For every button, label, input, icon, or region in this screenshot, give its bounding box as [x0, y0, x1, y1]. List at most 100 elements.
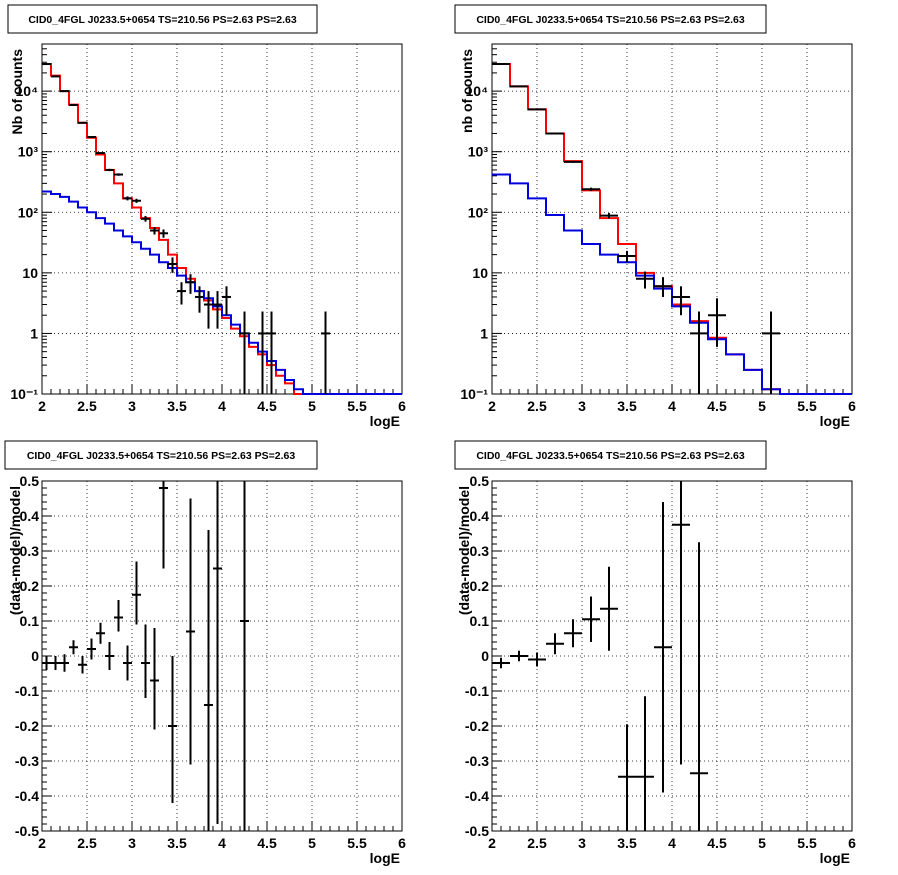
x-axis: 2 2.5 3 3.5 4 4.5 5 5.5 6: [38, 481, 406, 851]
y-tick-label: 1: [480, 325, 488, 341]
x-tick-label: 4.5: [707, 835, 727, 851]
chart-title: CID0_4FGL J0233.5+0654 TS=210.56 PS=2.63…: [27, 450, 295, 462]
y-tick-label: -0.3: [465, 753, 489, 769]
data-point: [240, 311, 249, 394]
x-tick-label: 3: [128, 398, 136, 414]
data-point: [51, 656, 60, 670]
data-point: [618, 724, 636, 831]
y-tick-label: 0.4: [20, 508, 40, 524]
data-point: [132, 198, 141, 203]
plot-panel-1: 2 2.5 3 3.5 4 4.5 5 5.5 6 10⁻¹ 1 10 10² 10³ 10⁴ logE Nb …: [7, 4, 406, 429]
data-point: [177, 282, 186, 305]
x-axis: 2 2.5 3 3.5 4 4.5 5 5.5 6: [488, 481, 856, 851]
y-tick-label: 0.3: [470, 543, 490, 559]
y-axis: -0.5 -0.4 -0.3 -0.2 -0.1 0 0.1 0.2 0.3 0.4 0.5: [15, 473, 402, 839]
x-tick-label: 6: [848, 398, 856, 414]
data-point: [96, 622, 105, 644]
data-point: [60, 90, 69, 93]
x-tick-label: 3: [578, 398, 586, 414]
y-tick-label: 10³: [18, 144, 39, 160]
y-axis: 10⁻¹ 1 10 10² 10³ 10⁴: [10, 43, 402, 402]
y-tick-label: 0.4: [470, 508, 490, 524]
data-point: [510, 85, 528, 88]
data-point: [87, 638, 96, 660]
data-point: [213, 291, 222, 329]
x-tick-label: 4: [668, 835, 676, 851]
x-tick-label: 5: [758, 398, 766, 414]
plot-panel-3: 2 2.5 3 3.5 4 4.5 5 5.5 6 -0.5 -0.4 -0.3 -0.2 -0.1 0 0.…: [4, 440, 406, 866]
y-tick-label: 0.5: [20, 473, 40, 489]
x-tick-label: 2: [488, 835, 496, 851]
y-axis: -0.5 -0.4 -0.3 -0.2 -0.1 0 0.1 0.2 0.3 0.4 0.5: [465, 473, 852, 839]
x-tick-label: 5.5: [797, 398, 817, 414]
x-tick-label: 5: [758, 835, 766, 851]
data-point: [159, 229, 168, 238]
y-tick-label: 10³: [468, 144, 489, 160]
x-axis-label: logE: [820, 413, 850, 429]
data-point: [528, 652, 546, 667]
x-tick-label: 4: [218, 835, 226, 851]
x-tick-label: 2.5: [77, 835, 97, 851]
data-point: [78, 656, 87, 674]
x-tick-label: 3: [128, 835, 136, 851]
data-point: [636, 271, 654, 289]
x-tick-label: 5.5: [797, 835, 817, 851]
x-axis: 2 2.5 3 3.5 4 4.5 5 5.5 6: [488, 44, 856, 414]
title-box: [7, 4, 318, 34]
title-box: [4, 440, 318, 470]
y-tick-label: -0.5: [465, 823, 489, 839]
data-points: [492, 481, 708, 831]
data-point: [114, 173, 123, 176]
data-point: [42, 656, 51, 670]
y-tick-label: 0.2: [20, 578, 40, 594]
x-tick-label: 6: [398, 398, 406, 414]
x-tick-label: 2: [38, 835, 46, 851]
chart-title: CID0_4FGL J0233.5+0654 TS=210.56 PS=2.63…: [476, 14, 744, 26]
data-point: [51, 75, 60, 78]
data-point: [600, 566, 618, 651]
data-point: [141, 215, 150, 222]
data-point: [204, 530, 213, 831]
data-point: [105, 642, 114, 670]
y-axis: 10⁻¹ 1 10 10² 10³ 10⁴: [460, 43, 852, 402]
x-tick-label: 4.5: [707, 398, 727, 414]
y-tick-label: -0.4: [465, 788, 489, 804]
data-point: [690, 542, 708, 831]
data-point: [582, 596, 600, 642]
x-tick-label: 4.5: [257, 835, 277, 851]
y-axis-label: (data-model)/model: [456, 486, 472, 615]
x-axis-label: logE: [370, 413, 400, 429]
y-tick-label: -0.2: [465, 718, 489, 734]
data-point: [546, 633, 564, 655]
data-point: [267, 311, 276, 394]
data-point: [564, 619, 582, 648]
data-point: [159, 481, 168, 569]
y-tick-label: 0.1: [20, 613, 40, 629]
data-point: [240, 481, 249, 831]
data-point: [204, 291, 213, 329]
x-tick-label: 3.5: [617, 835, 637, 851]
x-tick-label: 2: [38, 398, 46, 414]
x-tick-label: 3.5: [167, 835, 187, 851]
y-tick-label: 0: [31, 648, 39, 664]
data-point: [672, 481, 690, 765]
y-tick-label: 10⁻¹: [10, 386, 38, 402]
y-tick-label: 10: [472, 265, 488, 281]
x-tick-label: 5: [308, 398, 316, 414]
y-tick-label: -0.4: [15, 788, 39, 804]
y-axis-label: Nb of counts: [9, 49, 25, 135]
y-tick-label: 0.2: [470, 578, 490, 594]
data-point: [60, 654, 69, 672]
y-tick-label: -0.2: [15, 718, 39, 734]
x-tick-label: 6: [398, 835, 406, 851]
chart-title: CID0_4FGL J0233.5+0654 TS=210.56 PS=2.63…: [476, 450, 744, 462]
data-point: [96, 152, 105, 155]
x-tick-label: 5.5: [347, 835, 367, 851]
x-tick-label: 3.5: [167, 398, 187, 414]
x-tick-label: 6: [848, 835, 856, 851]
data-point: [150, 628, 159, 730]
data-point: [114, 600, 123, 632]
y-tick-label: 0.3: [20, 543, 40, 559]
